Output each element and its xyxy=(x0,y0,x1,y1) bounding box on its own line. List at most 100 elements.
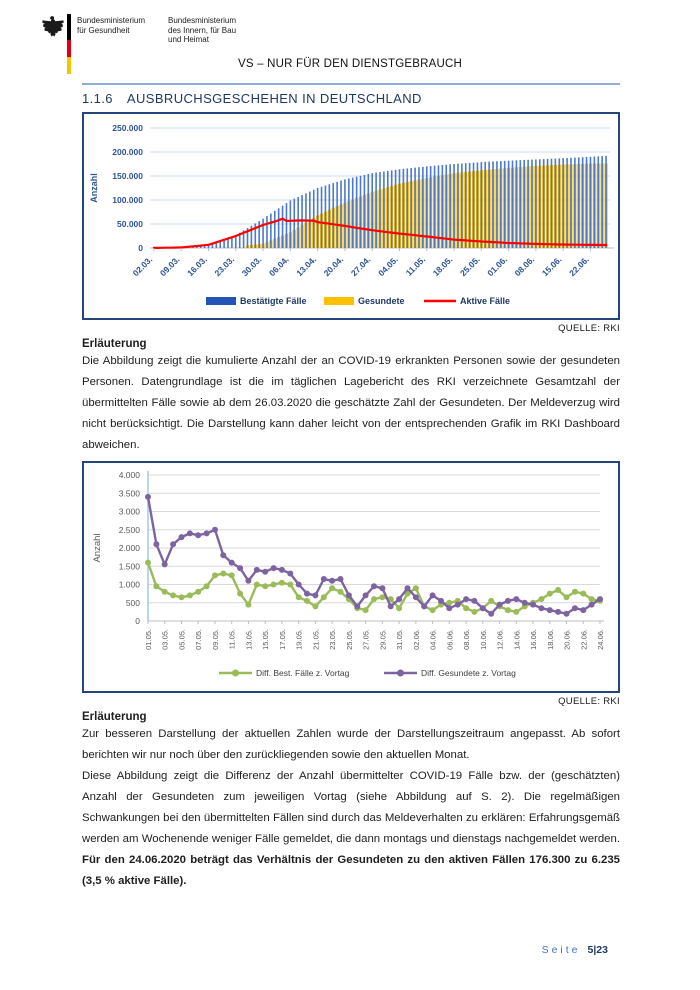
svg-text:18.06.: 18.06. xyxy=(546,629,555,650)
svg-text:Anzahl: Anzahl xyxy=(89,173,99,203)
svg-text:29.05.: 29.05. xyxy=(378,629,387,650)
svg-text:17.05.: 17.05. xyxy=(278,629,287,650)
svg-text:30.03.: 30.03. xyxy=(240,254,264,278)
content-column: 1.1.6 AUSBRUCHSGESCHEHEN IN DEUTSCHLAND … xyxy=(82,91,620,892)
svg-text:11.05.: 11.05. xyxy=(228,629,237,649)
svg-text:08.06.: 08.06. xyxy=(513,254,537,278)
svg-text:25.05.: 25.05. xyxy=(345,629,354,650)
svg-text:500: 500 xyxy=(126,598,140,608)
svg-text:2.500: 2.500 xyxy=(119,525,141,535)
explanation2-para2-normal: Diese Abbildung zeigt die Differenz der … xyxy=(82,770,620,845)
svg-text:18.05.: 18.05. xyxy=(431,254,455,278)
svg-text:1.500: 1.500 xyxy=(119,561,141,571)
section-heading: 1.1.6 AUSBRUCHSGESCHEHEN IN DEUTSCHLAND xyxy=(82,91,620,106)
flag-black xyxy=(67,14,71,40)
page-number-label: Seite xyxy=(541,944,581,956)
header-divider xyxy=(82,83,620,85)
svg-text:21.05.: 21.05. xyxy=(311,629,320,650)
svg-text:Anzahl: Anzahl xyxy=(92,533,103,562)
svg-text:10.06.: 10.06. xyxy=(479,629,488,650)
svg-text:23.03.: 23.03. xyxy=(212,254,236,278)
explanation1-text: Die Abbildung zeigt die kumulierte Anzah… xyxy=(82,355,620,451)
ministry2-line3: und Heimat xyxy=(168,35,209,45)
svg-text:22.06.: 22.06. xyxy=(579,629,588,650)
page-header: Bundesministerium für Gesundheit Bundesm… xyxy=(0,0,700,86)
ministry-interior-logo-text: Bundesministerium des Innern, für Bau un… xyxy=(168,16,236,45)
svg-text:14.06.: 14.06. xyxy=(512,629,521,650)
svg-text:07.05.: 07.05. xyxy=(194,629,203,650)
ministry1-line1: Bundesministerium xyxy=(77,16,146,25)
svg-text:09.03.: 09.03. xyxy=(158,254,182,278)
svg-text:09.05.: 09.05. xyxy=(211,629,220,650)
svg-text:100.000: 100.000 xyxy=(112,195,143,205)
svg-text:31.05.: 31.05. xyxy=(395,629,404,650)
svg-text:Diff. Best. Fälle z. Vortag: Diff. Best. Fälle z. Vortag xyxy=(256,668,350,678)
cumulative-cases-chart-svg: 0 50.000 100.000 150.000 200.000 250.000 Anzah… xyxy=(89,123,614,306)
section-number: 1.1.6 xyxy=(82,91,113,106)
svg-text:3.000: 3.000 xyxy=(119,507,141,517)
svg-text:04.05.: 04.05. xyxy=(376,254,400,278)
source-label: QUELLE: RKI xyxy=(558,323,620,334)
explanation-block-1: Erläuterung Die Abbildung zeigt die kumu… xyxy=(82,338,620,456)
explanation2-para2: Diese Abbildung zeigt die Differenz der … xyxy=(82,766,620,892)
svg-text:27.04.: 27.04. xyxy=(349,254,373,278)
svg-text:27.05.: 27.05. xyxy=(362,629,371,650)
page-number: Seite 5|23 xyxy=(542,944,608,956)
svg-text:250.000: 250.000 xyxy=(112,123,143,133)
svg-text:23.05.: 23.05. xyxy=(328,629,337,650)
ministry1-line2: für Gesundheit xyxy=(77,25,130,35)
svg-text:06.04.: 06.04. xyxy=(267,254,291,278)
svg-text:0: 0 xyxy=(138,243,143,253)
source-label: QUELLE: RKI xyxy=(558,696,620,707)
svg-text:03.05.: 03.05. xyxy=(161,629,170,650)
explanation-block-2: Erläuterung Zur besseren Darstellung der… xyxy=(82,711,620,892)
page-number-value: 5|23 xyxy=(587,944,608,956)
section-title: AUSBRUCHSGESCHEHEN IN DEUTSCHLAND xyxy=(126,91,422,106)
svg-text:02.06.: 02.06. xyxy=(412,629,421,650)
flag-red xyxy=(67,40,71,57)
svg-text:50.000: 50.000 xyxy=(117,219,143,229)
svg-text:01.05.: 01.05. xyxy=(144,629,153,650)
svg-text:13.04.: 13.04. xyxy=(294,254,318,278)
svg-text:01.06.: 01.06. xyxy=(485,254,509,278)
svg-text:Bestätigte Fälle: Bestätigte Fälle xyxy=(240,296,307,306)
svg-text:06.06.: 06.06. xyxy=(445,629,454,650)
classification-banner: VS – NUR FÜR DEN DIENSTGEBRAUCH xyxy=(237,58,463,70)
svg-text:16.03.: 16.03. xyxy=(185,254,209,278)
svg-text:19.05.: 19.05. xyxy=(295,629,304,650)
svg-text:20.06.: 20.06. xyxy=(563,629,572,650)
ministry2-line2: des Innern, für Bau xyxy=(168,25,237,35)
flag-stripe-icon xyxy=(67,14,71,74)
federal-eagle-icon xyxy=(42,16,64,37)
svg-text:200.000: 200.000 xyxy=(112,147,143,157)
svg-text:4.000: 4.000 xyxy=(119,470,141,480)
svg-text:2.000: 2.000 xyxy=(119,543,141,553)
svg-text:0: 0 xyxy=(135,616,140,626)
svg-text:11.05.: 11.05. xyxy=(404,254,427,277)
svg-text:3.500: 3.500 xyxy=(119,488,141,498)
daily-difference-chart-svg: 0 500 1.000 1.500 2.000 2.500 3.000 3.500 4.000 A… xyxy=(92,470,605,678)
svg-text:Aktive Fälle: Aktive Fälle xyxy=(460,296,510,306)
explanation2-para2-bold: Für den 24.06.2020 beträgt das Verhältni… xyxy=(82,854,620,887)
svg-text:24.06.: 24.06. xyxy=(596,629,605,650)
svg-text:16.06.: 16.06. xyxy=(529,629,538,650)
ministry2-line1: Bundesministerium xyxy=(168,16,237,25)
svg-text:Gesundete: Gesundete xyxy=(358,296,405,306)
svg-text:22.06.: 22.06. xyxy=(567,254,591,278)
explanation2-para1: Zur besseren Darstellung der aktuellen Z… xyxy=(82,728,620,761)
svg-text:1.000: 1.000 xyxy=(119,580,141,590)
svg-text:02.03.: 02.03. xyxy=(131,254,155,278)
svg-text:08.06.: 08.06. xyxy=(462,629,471,650)
ministry-health-logo-text: Bundesministerium für Gesundheit xyxy=(77,16,145,35)
cumulative-cases-chart: 0 50.000 100.000 150.000 200.000 250.000 Anzah… xyxy=(82,112,620,320)
svg-text:150.000: 150.000 xyxy=(112,171,143,181)
svg-text:15.05.: 15.05. xyxy=(261,629,270,650)
svg-text:12.06.: 12.06. xyxy=(496,629,505,650)
svg-text:20.04.: 20.04. xyxy=(322,254,346,278)
svg-text:05.05.: 05.05. xyxy=(177,629,186,650)
explanation1-heading: Erläuterung xyxy=(82,338,147,350)
explanation2-heading: Erläuterung xyxy=(82,711,147,723)
daily-difference-chart: 0 500 1.000 1.500 2.000 2.500 3.000 3.500 4.000 A… xyxy=(82,461,620,693)
svg-text:25.05.: 25.05. xyxy=(458,254,482,278)
svg-text:Diff. Gesundete z. Vortag: Diff. Gesundete z. Vortag xyxy=(421,668,516,678)
